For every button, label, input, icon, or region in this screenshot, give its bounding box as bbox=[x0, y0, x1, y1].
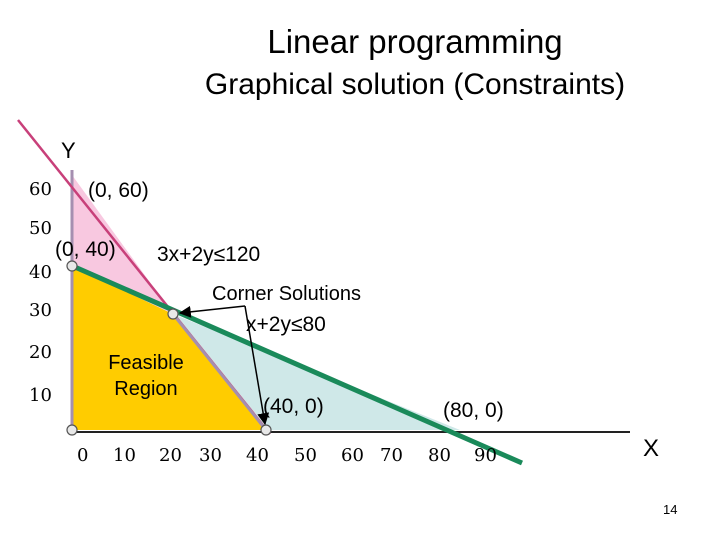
x-tick-10: 10 bbox=[113, 445, 136, 466]
x-tick-40: 40 bbox=[246, 445, 269, 466]
x-axis-label: X bbox=[643, 435, 660, 462]
constraint-1-label: 3x+2y≤120 bbox=[157, 243, 261, 266]
point-label-80-0: (80, 0) bbox=[443, 399, 504, 422]
slide-subtitle: Graphical solution (Constraints) bbox=[204, 68, 626, 101]
arrow-to-40-0 bbox=[244, 305, 270, 426]
x-tick-50: 50 bbox=[294, 445, 317, 466]
corner-point-0-0 bbox=[66, 424, 78, 436]
x-tick-30: 30 bbox=[199, 445, 222, 466]
x-tick-20: 20 bbox=[159, 445, 182, 466]
point-label-40-0: (40, 0) bbox=[263, 395, 324, 418]
x-tick-0: 0 bbox=[77, 445, 89, 466]
x-tick-70: 70 bbox=[380, 445, 403, 466]
feasible-region-label-line2: Region bbox=[114, 378, 178, 400]
feasible-region bbox=[72, 266, 266, 430]
corner-point-40-0 bbox=[260, 424, 272, 436]
y-tick-50: 50 bbox=[29, 218, 52, 239]
x-tick-90: 90 bbox=[474, 445, 497, 466]
y-tick-60: 60 bbox=[29, 179, 52, 200]
y-tick-20: 20 bbox=[29, 342, 52, 363]
region-pink-upper bbox=[72, 175, 173, 314]
y-axis-label: Y bbox=[61, 138, 76, 163]
x-tick-60: 60 bbox=[341, 445, 364, 466]
point-label-0-40: (0, 40) bbox=[55, 238, 116, 261]
constraint-2-line bbox=[66, 261, 524, 466]
slide-title: Linear programming bbox=[267, 23, 563, 60]
feasible-region-label-line1: Feasible bbox=[108, 352, 184, 374]
corner-point-intersection bbox=[167, 308, 179, 320]
page-number: 14 bbox=[663, 502, 678, 517]
constraint-2-label: x+2y≤80 bbox=[246, 313, 326, 336]
feasible-boundary-segment bbox=[171, 313, 268, 431]
x-tick-80: 80 bbox=[428, 445, 451, 466]
y-tick-10: 10 bbox=[29, 385, 52, 406]
feasible-region-label: Feasible Region bbox=[96, 350, 196, 402]
y-tick-40: 40 bbox=[29, 262, 52, 283]
point-label-0-60: (0, 60) bbox=[88, 179, 149, 202]
corner-point-0-40 bbox=[66, 260, 78, 272]
arrow-to-intersection bbox=[178, 305, 246, 318]
y-tick-30: 30 bbox=[29, 300, 52, 321]
corner-solutions-label: Corner Solutions bbox=[212, 283, 361, 305]
